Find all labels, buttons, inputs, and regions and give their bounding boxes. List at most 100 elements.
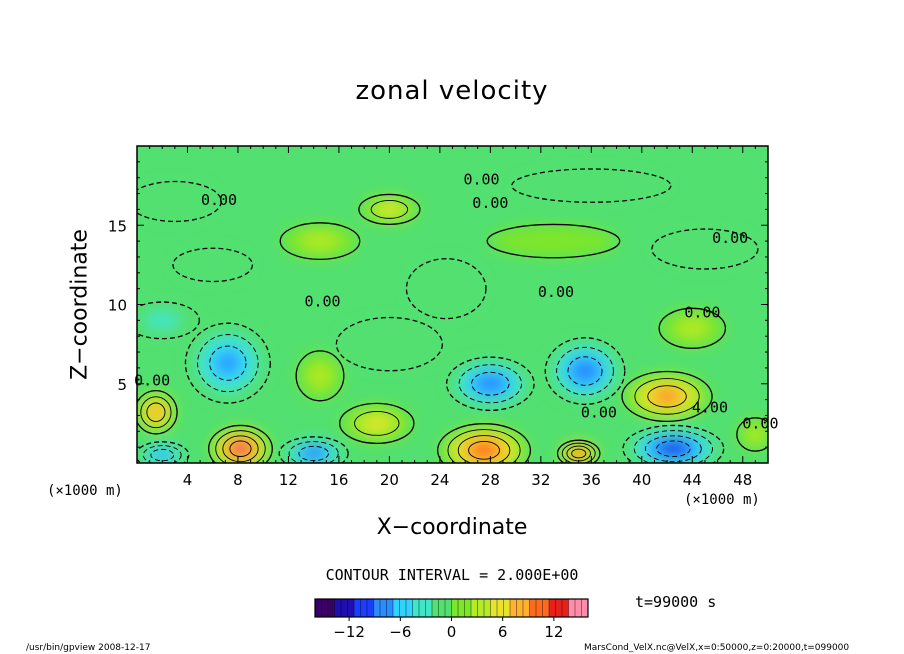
footer-source: MarsCond_VelX.nc@VelX,x=0:50000,z=0:2000… [584, 643, 850, 653]
contour-label: 0.00 [684, 303, 720, 321]
contour-line [736, 417, 768, 452]
contour-line [137, 441, 190, 463]
value-cell [476, 446, 492, 455]
contour-line [215, 430, 266, 463]
value-cell [174, 249, 251, 281]
value-cell [308, 363, 332, 388]
colorbar-tick-label: 12 [544, 623, 563, 641]
x-tick-label: 4 [183, 471, 193, 489]
contour-line [142, 445, 182, 463]
contour-label: 0.00 [712, 229, 748, 247]
colorbar-tick-label: −6 [389, 623, 411, 641]
colorbar-swatch [568, 599, 589, 617]
contour-line [544, 337, 626, 406]
colorbar-tick-label: −12 [333, 623, 365, 641]
contour-line [137, 390, 178, 435]
contour-line [656, 440, 691, 457]
value-cell [151, 408, 160, 417]
x-tick-label: 40 [632, 471, 651, 489]
value-cell [137, 182, 220, 221]
contour-line [634, 378, 700, 415]
contour-line [335, 316, 444, 372]
chart-title: zonal velocity [355, 76, 549, 106]
x-tick-label: 36 [582, 471, 601, 489]
contour-line [556, 346, 614, 396]
value-cell [654, 230, 756, 269]
x-tick-label: 28 [481, 471, 500, 489]
colorbar-swatch [373, 599, 394, 617]
x-tick-label: 24 [430, 471, 449, 489]
value-cell [408, 260, 485, 318]
contour-line [556, 439, 601, 463]
value-cell [307, 450, 321, 457]
value-cell [144, 311, 180, 330]
colorbar-tick-label: 6 [498, 623, 508, 641]
colorbar-swatch [529, 599, 550, 617]
value-cell [338, 318, 440, 370]
x-tick-label: 12 [279, 471, 298, 489]
contour-line [622, 424, 725, 463]
contour-line [339, 402, 415, 444]
value-cell [676, 318, 709, 338]
contour-line [278, 436, 349, 463]
contour-label: 0.00 [472, 194, 508, 212]
contour-line [633, 430, 713, 463]
contour-line [561, 442, 596, 463]
value-cell [217, 353, 238, 373]
colorbar-swatch [451, 599, 472, 617]
contour-label: 0.00 [134, 372, 170, 390]
colorbar-swatch [315, 599, 335, 617]
contour-line [447, 429, 521, 463]
contour-line [567, 356, 603, 386]
contour-line [229, 440, 252, 457]
contour-line [405, 258, 487, 320]
colorbar-tick-label: 0 [447, 623, 457, 641]
x-axis-label: X−coordinate [376, 515, 528, 540]
value-cell [515, 169, 668, 202]
value-cell [575, 451, 583, 456]
contour-label: 0.00 [463, 170, 499, 188]
contour-line [358, 193, 421, 226]
contour-label: 0.00 [581, 403, 617, 421]
value-cell [577, 364, 593, 378]
value-cell [658, 391, 676, 402]
contour-label: 0.00 [538, 283, 574, 301]
contour-line [621, 370, 713, 423]
value-cell [746, 426, 765, 443]
contour-line [295, 350, 345, 402]
colorbar-swatch [549, 599, 569, 617]
x-tick-label: 16 [329, 471, 348, 489]
colorbar-swatch [334, 599, 355, 617]
contour-label: 0.00 [201, 191, 237, 209]
x-unit-left: (×1000 m) [47, 483, 123, 499]
contour-line [288, 441, 339, 463]
contour-line [172, 247, 254, 283]
colorbar-swatch [432, 599, 452, 617]
contour-line [647, 385, 687, 408]
y-tick-label: 10 [108, 297, 127, 315]
contour-line [644, 435, 702, 463]
contour-line [279, 222, 361, 261]
value-cell [365, 417, 389, 430]
contour-line [457, 435, 511, 463]
contour-line [208, 424, 273, 463]
value-cell [482, 378, 499, 389]
contour-line [468, 440, 500, 460]
value-cell [379, 204, 400, 215]
contour-line [140, 396, 172, 429]
colorbar-swatch [510, 599, 530, 617]
contour-line [458, 364, 523, 404]
x-tick-label: 8 [233, 471, 243, 489]
footer-program: /usr/bin/gpview 2008-12-17 [26, 643, 151, 653]
contour-line [471, 371, 510, 396]
time-label: t=99000 s [635, 593, 717, 611]
contour-line [437, 423, 532, 463]
value-cell [665, 445, 682, 453]
contour-line [511, 168, 672, 203]
contour-line [571, 448, 587, 459]
x-tick-label: 48 [733, 471, 752, 489]
contour-line [658, 307, 727, 349]
contour-line [445, 356, 535, 412]
colorbar-swatch [354, 599, 374, 617]
